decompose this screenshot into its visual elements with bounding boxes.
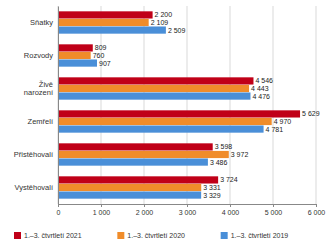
- series: [58, 11, 300, 183]
- data-label: 3 598: [215, 143, 233, 150]
- tick-label: Sňatky: [30, 18, 53, 27]
- tick: 4 000: [222, 204, 240, 216]
- tick: Živě narození: [22, 80, 58, 97]
- data-label: 3 486: [210, 159, 228, 166]
- bar: [58, 110, 300, 117]
- data-label: 4 546: [255, 77, 273, 84]
- grid-line: [101, 6, 102, 204]
- grid: [58, 6, 316, 204]
- tick-mark: [144, 204, 145, 207]
- bars: [58, 11, 300, 198]
- tick-label: Živě narození: [22, 80, 54, 97]
- legend-swatch: [221, 232, 228, 239]
- legend-entry: 1.–3. čtvrtletí 2021: [14, 232, 82, 239]
- tick-label: 5 000: [265, 209, 283, 216]
- legend-label: 1.–3. čtvrtletí 2021: [24, 232, 82, 239]
- grid-line: [316, 6, 317, 204]
- legend-entry: 1.–3. čtvrtletí 2020: [117, 232, 185, 239]
- data-label: 2 200: [155, 11, 173, 18]
- tick: Rozvody: [24, 51, 58, 60]
- data-label: 3 331: [203, 184, 221, 191]
- data-labels: 2 200 809 4 546 5 629 3 598 3 724 2 109 760 4 44…: [93, 11, 320, 198]
- tick-label: 3 000: [179, 209, 197, 216]
- bar: [58, 176, 218, 183]
- bar: [58, 184, 201, 191]
- series: [58, 26, 264, 198]
- bar: [58, 158, 208, 165]
- tick-mark: [101, 204, 102, 207]
- legend-swatch: [117, 232, 124, 239]
- tick-label: 2 000: [136, 209, 154, 216]
- data-label: 809: [95, 44, 107, 51]
- plot: 2 200 809 4 546 5 629 3 598 3 724 2 109 760 4 44…: [14, 6, 326, 216]
- bar: [58, 85, 249, 92]
- grid-line: [230, 6, 231, 204]
- data-label: 907: [99, 60, 111, 67]
- tick-label: Vystěhovalí: [15, 183, 54, 192]
- bar: [58, 19, 149, 26]
- bar: [58, 191, 201, 198]
- data-label: 2 109: [151, 19, 169, 26]
- bar: [58, 125, 264, 132]
- tick-label: Rozvody: [24, 51, 53, 60]
- data-label: 4 476: [252, 93, 270, 100]
- grid-line: [58, 6, 59, 204]
- tick-label: 0: [57, 209, 61, 216]
- tick: 5 000: [265, 204, 283, 216]
- tick-label: 6 000: [308, 209, 326, 216]
- bar: [58, 59, 97, 66]
- bar: [58, 11, 153, 18]
- tick: 6 000: [308, 204, 326, 216]
- tick: Sňatky: [30, 18, 58, 27]
- bar: [58, 77, 253, 84]
- legend-entry: 1.–3. čtvrtletí 2019: [221, 232, 289, 239]
- y-axis: Sňatky Rozvody Živě narození Zemřelí Přistěh…: [14, 7, 59, 205]
- axis-line: [58, 7, 59, 205]
- legend: 1.–3. čtvrtletí 2021 1.–3. čtvrtletí 2020…: [14, 232, 288, 239]
- data-label: 4 781: [266, 126, 284, 133]
- tick-mark: [273, 204, 274, 207]
- tick-label: Přistěhovalí: [14, 150, 54, 159]
- bar: [58, 143, 213, 150]
- data-label: 4 970: [274, 118, 292, 125]
- grid-line: [144, 6, 145, 204]
- tick: Přistěhovalí: [14, 150, 58, 159]
- legend-swatch: [14, 232, 21, 239]
- tick-mark: [316, 204, 317, 207]
- data-label: 3 724: [220, 176, 238, 183]
- chart: 2 200 809 4 546 5 629 3 598 3 724 2 109 760 4 44…: [0, 0, 330, 248]
- tick: 0: [57, 204, 61, 216]
- bar: [58, 52, 91, 59]
- bar: [58, 118, 272, 125]
- data-label: 2 509: [168, 27, 186, 34]
- tick-label: 1 000: [93, 209, 111, 216]
- x-axis: 0 1 000 2 000 3 000 4 000 5 000 6 000: [57, 204, 326, 216]
- grid-line: [187, 6, 188, 204]
- tick: 3 000: [179, 204, 197, 216]
- data-label: 3 972: [231, 151, 249, 158]
- tick-label: Zemřelí: [28, 117, 54, 126]
- legend-label: 1.–3. čtvrtletí 2019: [231, 232, 289, 239]
- axis-line: [59, 205, 317, 208]
- bar: [58, 26, 166, 33]
- data-label: 5 629: [302, 110, 320, 117]
- tick: 1 000: [93, 204, 111, 216]
- bar: [58, 151, 229, 158]
- tick: Zemřelí: [28, 117, 58, 126]
- data-label: 3 329: [203, 192, 221, 199]
- data-label: 760: [93, 52, 105, 59]
- tick: 2 000: [136, 204, 154, 216]
- legend-label: 1.–3. čtvrtletí 2020: [127, 232, 185, 239]
- tick: Vystěhovalí: [15, 183, 59, 192]
- bar: [58, 44, 93, 51]
- series: [58, 19, 272, 191]
- tick-mark: [187, 204, 188, 207]
- bar: [58, 92, 250, 99]
- tick-label: 4 000: [222, 209, 240, 216]
- tick-mark: [230, 204, 231, 207]
- grid-line: [273, 6, 274, 204]
- data-label: 4 443: [251, 85, 269, 92]
